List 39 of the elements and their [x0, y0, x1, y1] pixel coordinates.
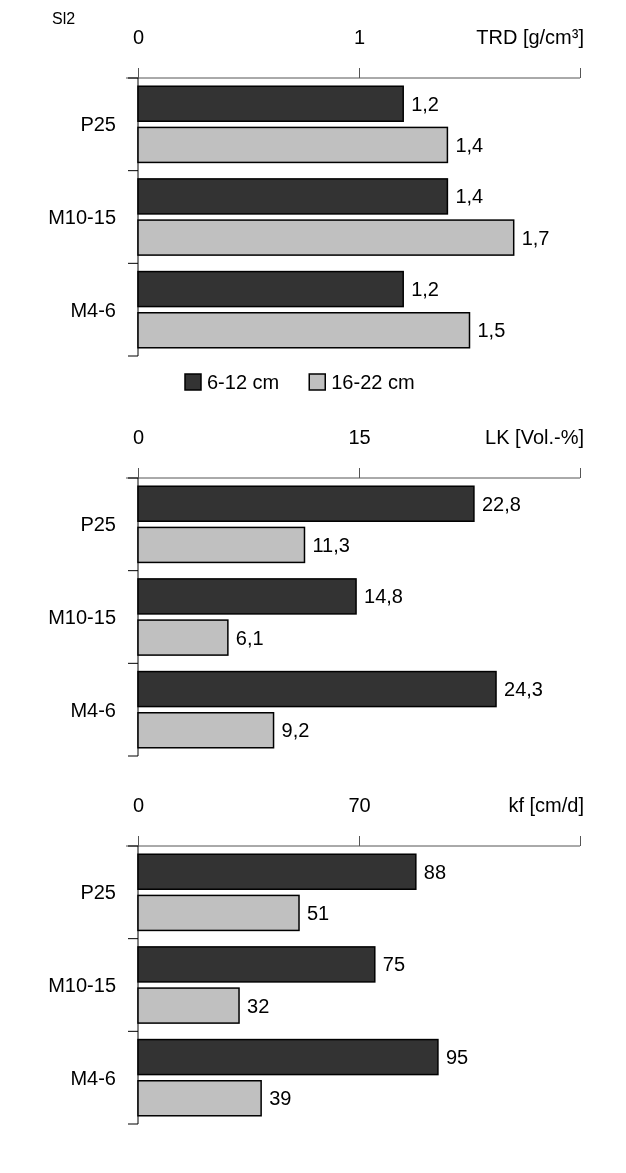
x-tick-label: 0 [132, 794, 145, 816]
legend-label: 16-22 cm [331, 371, 415, 393]
y-tick-label: P25 [80, 113, 116, 136]
data-label: 95 [445, 1046, 469, 1069]
data-label: 39 [269, 1087, 292, 1110]
data-label: 32 [247, 994, 270, 1017]
data-label: 1,4 [455, 133, 484, 156]
data-label: 1,4 [455, 185, 484, 208]
data-label: 6,1 [235, 626, 264, 649]
y-tick-label: P25 [80, 881, 116, 904]
data-label: 1,5 [477, 319, 506, 342]
y-tick-label: M10-15 [48, 974, 116, 996]
x-tick-label: 0 [132, 26, 145, 48]
data-label: 11,3 [312, 533, 350, 556]
data-label: 1,2 [411, 92, 440, 115]
data-label: 9,2 [281, 719, 310, 742]
x-axis-title: kf [cm/d] [508, 794, 584, 816]
legend-label: 6-12 cm [207, 371, 280, 393]
data-label: 51 [307, 901, 330, 924]
data-label: 14,8 [364, 585, 403, 608]
data-label: 88 [423, 860, 447, 883]
chart-title: Sl2 [52, 10, 76, 27]
y-tick-label: P25 [80, 513, 116, 536]
x-tick-label: 15 [348, 426, 371, 448]
x-tick-label: 70 [348, 794, 371, 816]
x-tick-label: 1 [353, 26, 366, 48]
data-label: 22,8 [481, 492, 521, 515]
x-axis-title: LK [Vol.-%] [485, 426, 584, 448]
data-label: 1,2 [411, 278, 440, 301]
y-tick-label: M4-6 [70, 698, 116, 721]
y-tick-label: M10-15 [48, 206, 116, 228]
x-tick-label: 0 [132, 426, 145, 448]
x-axis-title: TRD [g/cm³] [476, 26, 584, 48]
y-tick-label: M10-15 [48, 606, 116, 628]
y-tick-label: M4-6 [70, 298, 116, 321]
y-tick-label: M4-6 [70, 1066, 116, 1089]
data-label: 75 [382, 953, 406, 976]
data-label: 24,3 [504, 678, 543, 701]
data-label: 1,7 [521, 226, 550, 249]
